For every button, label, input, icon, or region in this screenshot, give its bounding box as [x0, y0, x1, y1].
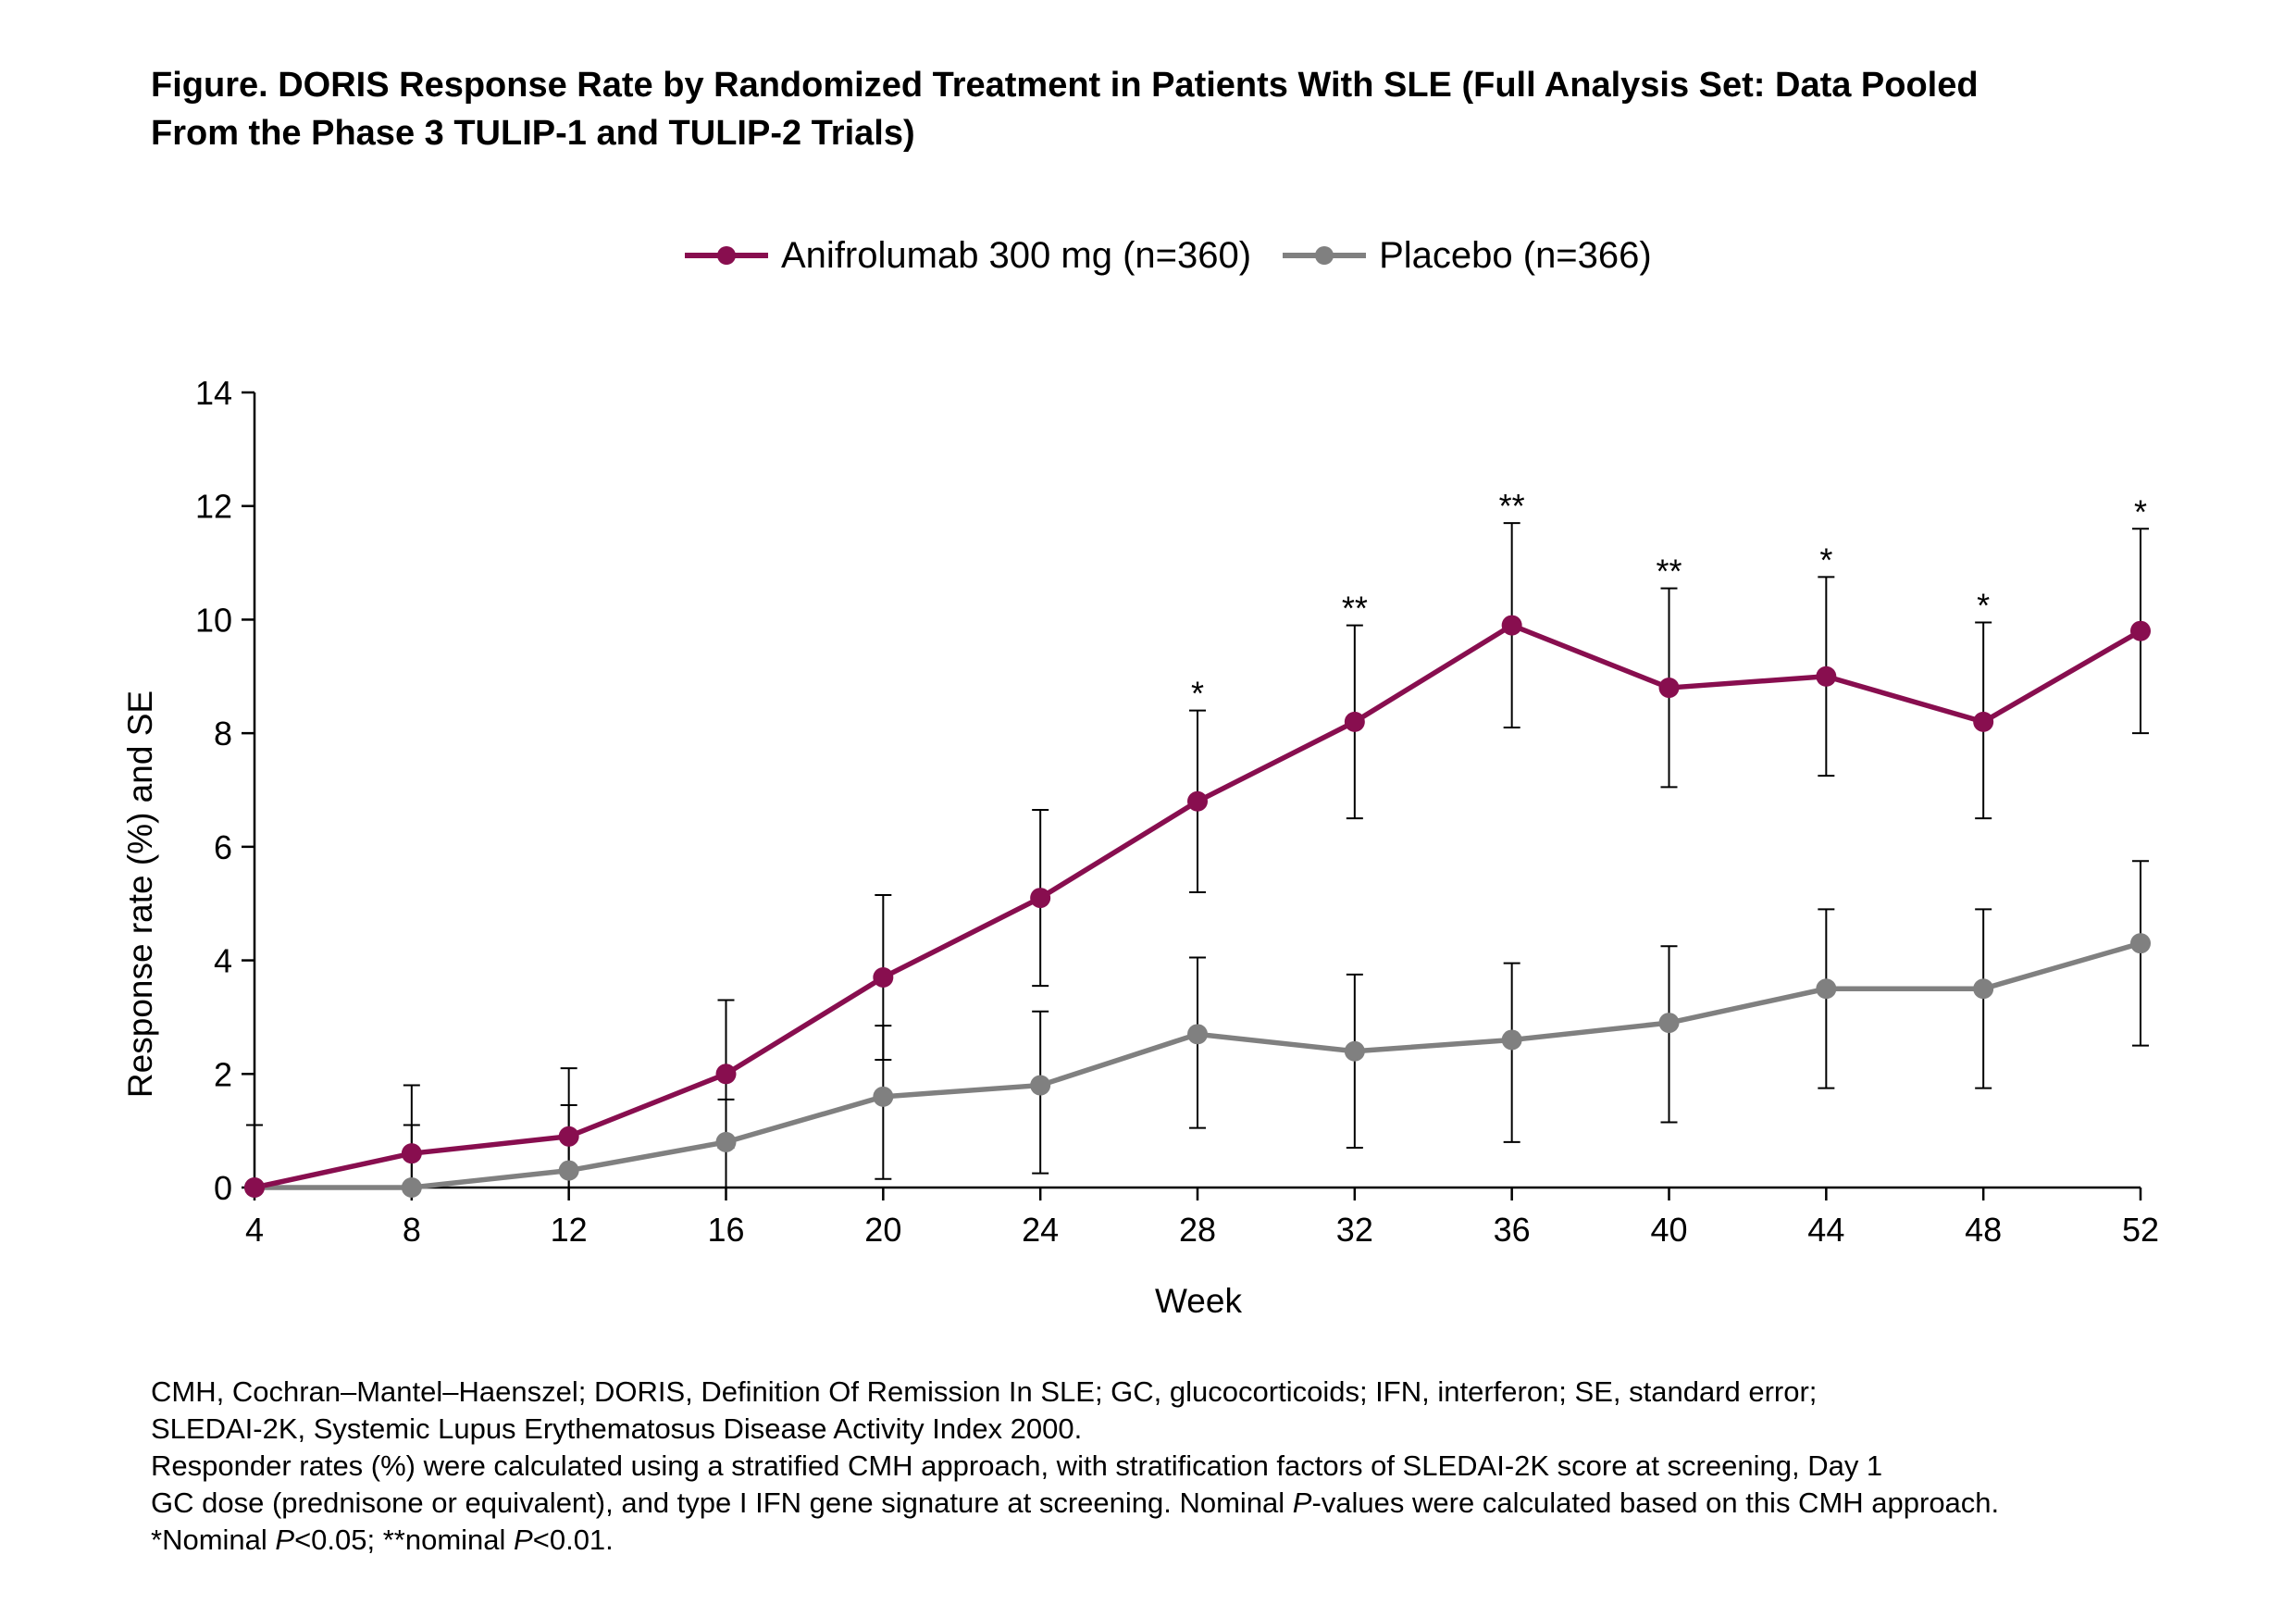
footnote-line: *Nominal P<0.05; **nominal P<0.01. — [151, 1522, 2233, 1559]
y-tick-label: 12 — [195, 488, 232, 526]
footnote-line: CMH, Cochran–Mantel–Haenszel; DORIS, Def… — [151, 1375, 1818, 1408]
data-point-placebo — [558, 1160, 579, 1181]
data-point-anifrolumab — [2130, 620, 2151, 641]
footnote-text: <0.01. — [532, 1524, 614, 1556]
p-symbol: P — [514, 1524, 533, 1556]
x-tick-label: 52 — [2122, 1211, 2159, 1249]
data-point-anifrolumab — [244, 1177, 265, 1198]
legend-item-anifrolumab: Anifrolumab 300 mg (n=360) — [685, 235, 1251, 277]
data-point-anifrolumab — [1816, 665, 1837, 687]
footnote-line: Responder rates (%) were calculated usin… — [151, 1449, 1883, 1482]
data-point-anifrolumab — [1344, 711, 1365, 732]
data-point-placebo — [1816, 978, 1837, 1000]
p-symbol: P — [1292, 1486, 1312, 1519]
data-point-anifrolumab — [1658, 678, 1680, 699]
figure-title-line1: Figure. DORIS Response Rate by Randomize… — [151, 66, 1979, 105]
significance-marker: ** — [1499, 487, 1525, 525]
footnote-line: GC dose (prednisone or equivalent), and … — [151, 1485, 2233, 1522]
footnote-line: SLEDAI-2K, Systemic Lupus Erythematosus … — [151, 1412, 1083, 1445]
x-axis-label: Week — [1155, 1282, 1242, 1320]
significance-marker: * — [1191, 675, 1204, 713]
legend-swatch-placebo — [1283, 246, 1367, 265]
data-point-placebo — [1344, 1040, 1365, 1062]
x-tick-label: 4 — [245, 1211, 264, 1249]
legend-label-anifrolumab: Anifrolumab 300 mg (n=360) — [781, 234, 1252, 276]
footnotes: CMH, Cochran–Mantel–Haenszel; DORIS, Def… — [151, 1374, 2233, 1559]
x-tick-label: 8 — [403, 1211, 421, 1249]
significance-annotations: ******* *** — [1191, 487, 2147, 712]
data-point-placebo — [1501, 1029, 1522, 1051]
significance-marker: * — [1977, 586, 1990, 624]
figure-title: Figure. DORIS Response Rate by Randomize… — [151, 61, 2205, 157]
x-tick-label: 32 — [1336, 1211, 1373, 1249]
y-tick-label: 10 — [195, 601, 232, 639]
footnote-text: *Nominal — [151, 1524, 276, 1556]
data-point-anifrolumab — [401, 1143, 422, 1164]
data-point-anifrolumab — [873, 966, 894, 988]
data-point-placebo — [873, 1086, 894, 1107]
data-point-anifrolumab — [558, 1126, 579, 1147]
y-tick-label: 8 — [214, 715, 232, 753]
figure-title-line2: From the Phase 3 TULIP-1 and TULIP-2 Tri… — [151, 114, 915, 153]
y-tick-label: 6 — [214, 828, 232, 866]
data-point-anifrolumab — [1187, 790, 1208, 812]
legend-swatch-anifrolumab — [685, 246, 768, 265]
data-point-placebo — [1973, 978, 1994, 1000]
chart-legend: Anifrolumab 300 mg (n=360) Placebo (n=36… — [685, 230, 1683, 281]
error-bars — [246, 522, 2149, 1188]
x-tick-label: 20 — [864, 1211, 901, 1249]
footnote-text: GC dose (prednisone or equivalent), and … — [151, 1486, 1293, 1519]
y-tick-label: 0 — [214, 1169, 232, 1207]
y-tick-label: 14 — [195, 374, 232, 412]
data-point-placebo — [2130, 933, 2151, 954]
x-tick-label: 12 — [551, 1211, 588, 1249]
significance-marker: ** — [1342, 590, 1368, 628]
footnote-text: <0.05; **nominal — [294, 1524, 515, 1556]
data-point-placebo — [1187, 1024, 1208, 1045]
x-tick-label: 36 — [1494, 1211, 1531, 1249]
x-tick-label: 24 — [1022, 1211, 1059, 1249]
data-point-placebo — [1030, 1075, 1051, 1096]
y-tick-label: 2 — [214, 1055, 232, 1093]
data-point-placebo — [401, 1177, 422, 1198]
significance-marker: * — [2134, 492, 2147, 530]
x-tick-label: 16 — [707, 1211, 744, 1249]
significance-marker: * — [1819, 541, 1832, 578]
legend-item-placebo: Placebo (n=366) — [1283, 235, 1652, 277]
data-point-anifrolumab — [1973, 711, 1994, 732]
y-axis-label: Response rate (%) and SE — [121, 690, 159, 1098]
significance-marker: ** — [1656, 553, 1682, 591]
data-point-anifrolumab — [1030, 888, 1051, 909]
footnote-text: -values were calculated based on this CM… — [1311, 1486, 2000, 1519]
x-tick-label: 40 — [1650, 1211, 1687, 1249]
legend-label-placebo: Placebo (n=366) — [1379, 234, 1652, 276]
x-tick-label: 44 — [1807, 1211, 1844, 1249]
p-symbol: P — [275, 1524, 295, 1556]
data-point-placebo — [1658, 1013, 1680, 1034]
series-points — [244, 615, 2151, 1198]
data-point-placebo — [715, 1131, 737, 1152]
x-tick-label: 28 — [1179, 1211, 1216, 1249]
data-point-anifrolumab — [1501, 615, 1522, 636]
data-point-anifrolumab — [715, 1063, 737, 1085]
y-tick-label: 4 — [214, 942, 232, 980]
x-tick-label: 48 — [1965, 1211, 2002, 1249]
